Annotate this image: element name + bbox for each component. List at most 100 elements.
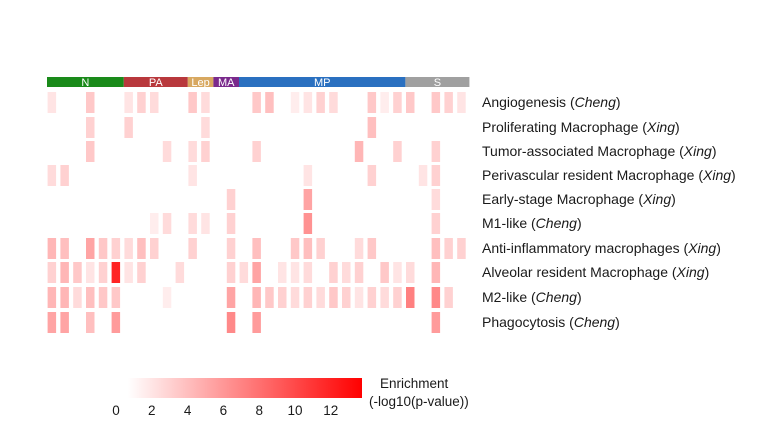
heatmap-cells — [47, 92, 466, 333]
heatmap-cell — [60, 238, 69, 259]
heatmap-cell — [188, 213, 197, 234]
row-label: Early-stage Macrophage (Xing) — [482, 191, 676, 207]
heatmap-cell — [201, 92, 210, 113]
heatmap-cell — [162, 213, 172, 234]
heatmap-cell — [303, 287, 313, 308]
column-group-label: PA — [149, 77, 164, 89]
row-label-name: Perivascular resident Macrophage ( — [482, 167, 703, 183]
heatmap-cell — [47, 92, 57, 113]
heatmap-cell — [47, 262, 57, 283]
heatmap-cell — [226, 213, 236, 234]
heatmap-cell — [47, 312, 57, 333]
color-scale-ticks: 0 2 4 6 8 10 12 — [112, 403, 338, 418]
heatmap-cell — [406, 92, 415, 113]
row-label-source: Xing — [676, 264, 705, 280]
heatmap-cell — [265, 287, 274, 308]
row-label: M1-like (Cheng) — [482, 215, 582, 231]
heatmap-cell — [47, 165, 57, 186]
heatmap-cell — [226, 262, 236, 283]
heatmap-cell — [137, 262, 146, 283]
heatmap-cell — [393, 287, 402, 308]
column-group-label: MA — [218, 77, 235, 89]
column-group-1 — [123, 77, 188, 87]
heatmap-cell — [137, 238, 146, 259]
heatmap-cell — [367, 238, 377, 259]
heatmap-cell — [201, 213, 210, 234]
row-label-source: Xing — [646, 119, 675, 135]
row-label: Anti-inflammatory macrophages (Xing) — [482, 240, 721, 256]
column-group-0 — [47, 77, 124, 87]
heatmap-cell — [444, 287, 453, 308]
column-group-2 — [187, 77, 214, 87]
column-group-4 — [239, 77, 406, 87]
row-labels: Angiogenesis (Cheng) Proliferating Macrop… — [482, 94, 736, 330]
heatmap-cell — [226, 238, 236, 259]
legend-subtitle: (-log10(p-value)) — [369, 394, 469, 409]
heatmap-cell — [188, 238, 197, 259]
heatmap-cell — [380, 262, 389, 283]
row-label-source: Cheng — [574, 314, 615, 330]
row-label-name: Angiogenesis ( — [482, 94, 575, 110]
heatmap-cell — [418, 165, 428, 186]
heatmap-cell — [303, 92, 313, 113]
heatmap-cell — [252, 262, 261, 283]
color-scale-bar — [128, 378, 362, 398]
row-label-name: Early-stage Macrophage ( — [482, 191, 643, 207]
heatmap-cell — [367, 287, 377, 308]
heatmap-cell — [354, 238, 364, 259]
column-group-3 — [213, 77, 239, 87]
heatmap-cell — [406, 262, 415, 283]
heatmap-cell — [98, 287, 108, 308]
row-label-source: Xing — [683, 143, 712, 159]
heatmap-cell — [431, 141, 441, 162]
column-group-bar: N PA Lep MA MP S — [47, 77, 470, 89]
row-label-source: Cheng — [536, 215, 577, 231]
row-label-name: Alveolar resident Macrophage ( — [482, 264, 677, 280]
heatmap-cell — [393, 92, 402, 113]
heatmap-cell — [239, 262, 249, 283]
heatmap-cell — [303, 165, 313, 186]
row-label-source: Cheng — [536, 289, 577, 305]
heatmap-cell — [303, 262, 313, 283]
heatmap-cell — [367, 117, 377, 138]
column-group-label: Lep — [191, 77, 209, 89]
heatmap-cell — [444, 92, 453, 113]
row-label: Phagocytosis (Cheng) — [482, 314, 620, 330]
heatmap-cell — [367, 165, 377, 186]
row-label-name: Phagocytosis ( — [482, 314, 574, 330]
row-label: Proliferating Macrophage (Xing) — [482, 119, 680, 135]
heatmap-cell — [342, 287, 351, 308]
heatmap-cell — [367, 92, 377, 113]
legend-tick-label: 6 — [220, 403, 228, 418]
heatmap-cell — [431, 287, 441, 308]
heatmap-cell — [380, 287, 389, 308]
heatmap-cell — [329, 287, 338, 308]
heatmap-cell — [226, 189, 236, 210]
heatmap-cell — [431, 189, 441, 210]
heatmap-cell — [354, 287, 364, 308]
heatmap-cell — [316, 92, 325, 113]
heatmap-cell — [252, 312, 261, 333]
row-label-source: Xing — [687, 240, 716, 256]
heatmap-cell — [60, 165, 69, 186]
heatmap-cell — [431, 213, 441, 234]
heatmap-cell — [150, 213, 159, 234]
heatmap-cell — [278, 262, 287, 283]
heatmap-cell — [431, 238, 441, 259]
heatmap-cell — [303, 238, 313, 259]
heatmap-cell — [303, 213, 313, 234]
legend-tick-label: 2 — [148, 403, 156, 418]
heatmap-cell — [137, 92, 146, 113]
row-label-source: Xing — [702, 167, 731, 183]
column-group-label: N — [81, 77, 89, 89]
heatmap-cell — [201, 141, 210, 162]
heatmap-cell — [226, 312, 236, 333]
row-label: Alveolar resident Macrophage (Xing) — [482, 264, 709, 280]
column-group-5 — [405, 77, 470, 87]
heatmap-cell — [111, 287, 121, 308]
heatmap-cell — [393, 262, 402, 283]
heatmap-cell — [431, 165, 441, 186]
heatmap-cell — [47, 238, 57, 259]
heatmap-cell — [188, 165, 197, 186]
heatmap-cell — [124, 238, 133, 259]
